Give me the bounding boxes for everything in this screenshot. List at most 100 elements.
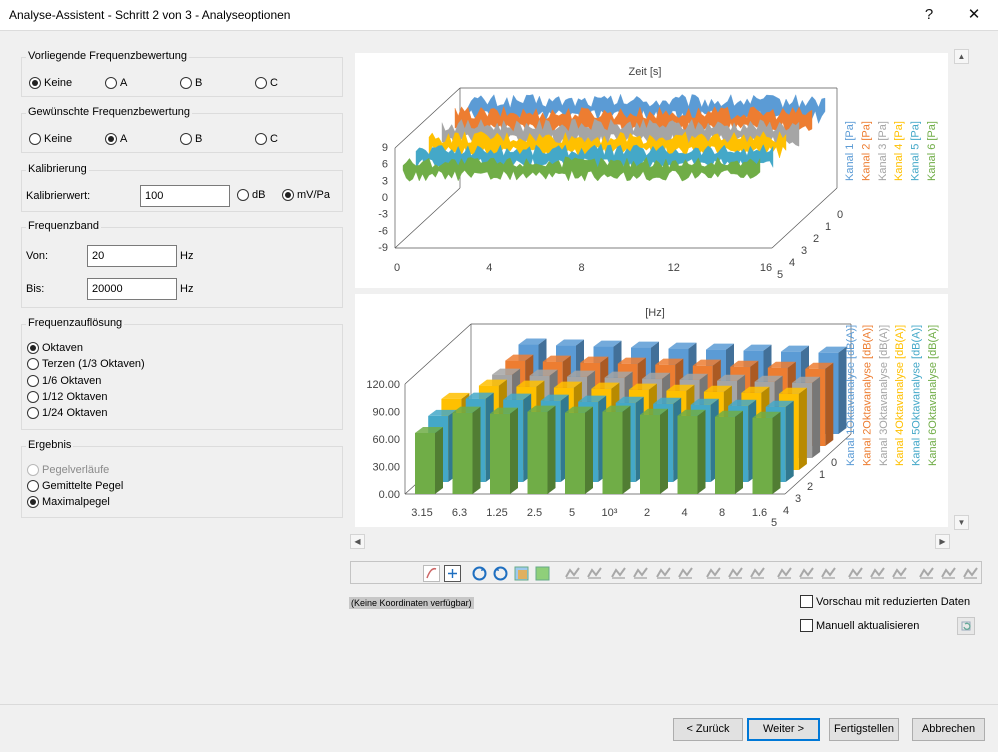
radio-vorliegend-b[interactable]: B (180, 77, 202, 89)
x-tick-label: 2.5 (527, 507, 542, 519)
radio-maximalpegel[interactable]: Maximalpegel (27, 496, 110, 508)
kalibrierwert-input[interactable] (140, 185, 230, 207)
zoom-c-icon[interactable] (820, 565, 837, 582)
shift-d-icon[interactable] (677, 565, 694, 582)
y-tick-label: 30.00 (372, 462, 400, 474)
radio-gemittelte-pegel[interactable]: Gemittelte Pegel (27, 480, 123, 492)
radio-label: Keine (44, 133, 73, 145)
horizontal-scrollbar[interactable]: ◀ ▶ (349, 533, 952, 550)
radio-circle (282, 189, 294, 201)
radio-gewuenscht-a[interactable]: A (105, 133, 127, 145)
bar (452, 412, 473, 494)
window-title: Analyse-Assistent - Schritt 2 von 3 - An… (9, 8, 291, 22)
zoom-b-icon[interactable] (798, 565, 815, 582)
scroll-right-icon[interactable]: ▶ (935, 534, 950, 549)
radio-unit-mvpa[interactable]: mV/Pa (282, 189, 330, 201)
axis-line (404, 323, 472, 385)
x-tick-label: 8 (578, 262, 584, 274)
radio-circle (27, 464, 39, 476)
vertical-scrollbar[interactable]: ▲ ▼ (953, 46, 970, 532)
curve-b-icon[interactable] (940, 565, 957, 582)
legend-label: Kanal 1Oktavanalyse [dB(A)] (845, 325, 857, 466)
shift-c-icon[interactable] (655, 565, 672, 582)
scroll-left-icon[interactable]: ◀ (350, 534, 365, 549)
wave-c-icon[interactable] (891, 565, 908, 582)
help-button[interactable]: ? (924, 6, 934, 23)
von-input[interactable] (87, 245, 177, 267)
radio-circle (105, 77, 117, 89)
bar-top (728, 399, 757, 406)
von-label: Von: (26, 250, 49, 262)
y-tick-label: 90.00 (372, 407, 400, 419)
radio-unit-db[interactable]: dB (237, 189, 265, 201)
cursor-c-icon[interactable] (749, 565, 766, 582)
view-2d-icon[interactable] (534, 565, 551, 582)
rotate-ccw-icon[interactable] (492, 565, 509, 582)
radio-label: Keine (44, 77, 73, 89)
legend-label: Kanal 4 [Pa] (893, 121, 905, 181)
bar-top (640, 408, 668, 415)
reduced-preview-checkbox[interactable]: Vorschau mit reduzierten Daten (800, 595, 970, 608)
scroll-up-icon[interactable]: ▲ (954, 49, 969, 64)
pan-x-icon[interactable] (564, 565, 581, 582)
cursor-a-icon[interactable] (705, 565, 722, 582)
x-tick-label: 10³ (602, 507, 618, 519)
radio-gewuenscht-b[interactable]: B (180, 133, 202, 145)
checkbox-label: Manuell aktualisieren (816, 619, 920, 632)
back-button[interactable]: < Zurück (673, 718, 743, 741)
radio-vorliegend-keine[interactable]: Keine (29, 77, 72, 89)
curve-a-icon[interactable] (918, 565, 935, 582)
bar-top (556, 339, 584, 346)
curve-c-icon[interactable] (962, 565, 979, 582)
bar-top (505, 354, 534, 361)
legend-label: Kanal 6 [Pa] (926, 121, 938, 181)
radio-1-24-oktaven[interactable]: 1/24 Oktaven (27, 407, 107, 419)
shift-b-icon[interactable] (632, 565, 649, 582)
radio-vorliegend-a[interactable]: A (105, 77, 127, 89)
manual-update-checkbox[interactable]: Manuell aktualisieren (800, 619, 919, 632)
y-tick-label: 3 (382, 175, 388, 187)
refresh-icon[interactable] (957, 617, 975, 635)
group-title: Frequenzauflösung (26, 317, 125, 329)
bar-top (690, 398, 719, 405)
bar-top (465, 392, 494, 399)
rotate-cw-icon[interactable] (471, 565, 488, 582)
radio-terzen[interactable]: Terzen (1/3 Oktaven) (27, 358, 145, 370)
radio-circle (255, 77, 267, 89)
bis-input[interactable] (87, 278, 177, 300)
chart-toolbar (350, 561, 982, 584)
finish-button[interactable]: Fertigstellen (829, 718, 899, 741)
x-tick-label: 2 (644, 507, 650, 519)
view-3d-icon[interactable] (513, 565, 530, 582)
bar-top (792, 376, 821, 383)
next-button[interactable]: Weiter > (747, 718, 820, 741)
bar-side (812, 376, 821, 458)
radio-1-12-oktaven[interactable]: 1/12 Oktaven (27, 391, 107, 403)
close-button[interactable]: ✕ (967, 6, 981, 23)
bar-top (490, 407, 518, 414)
bar-top (542, 355, 571, 362)
radio-gewuenscht-c[interactable]: C (255, 133, 278, 145)
cancel-button[interactable]: Abbrechen (912, 718, 985, 741)
cursor-b-icon[interactable] (727, 565, 744, 582)
bis-label: Bis: (26, 283, 45, 295)
radio-vorliegend-c[interactable]: C (255, 77, 278, 89)
zoom-a-icon[interactable] (776, 565, 793, 582)
bar-top (653, 397, 682, 404)
pan-y-icon[interactable] (586, 565, 603, 582)
radio-oktaven[interactable]: Oktaven (27, 342, 83, 354)
scroll-down-icon[interactable]: ▼ (954, 515, 969, 530)
radio-gewuenscht-keine[interactable]: Keine (29, 133, 72, 145)
bar-side (435, 427, 443, 494)
x-tick-label: 1.6 (752, 507, 767, 519)
bar-side (825, 362, 834, 446)
wave-a-icon[interactable] (847, 565, 864, 582)
radio-label: C (270, 133, 278, 145)
wave-b-icon[interactable] (869, 565, 886, 582)
formula-icon[interactable] (423, 565, 440, 582)
radio-1-6-oktaven[interactable]: 1/6 Oktaven (27, 375, 101, 387)
radio-circle (255, 133, 267, 145)
shift-a-icon[interactable] (610, 565, 627, 582)
fit-view-icon[interactable] (444, 565, 461, 582)
bar-side (838, 346, 847, 434)
